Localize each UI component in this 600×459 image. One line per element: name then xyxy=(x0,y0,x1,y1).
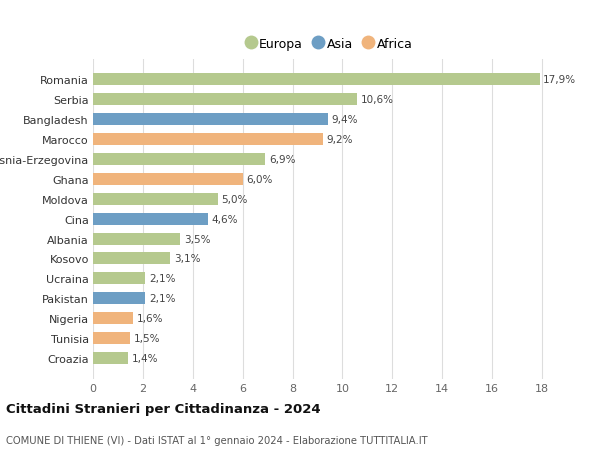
Bar xyxy=(93,293,145,305)
Text: 2,1%: 2,1% xyxy=(149,294,176,303)
Text: 2,1%: 2,1% xyxy=(149,274,176,284)
Text: 3,1%: 3,1% xyxy=(174,254,200,264)
Bar xyxy=(93,94,358,106)
Text: 6,0%: 6,0% xyxy=(247,174,273,185)
Bar xyxy=(93,352,128,364)
Bar xyxy=(93,213,208,225)
Bar xyxy=(93,273,145,285)
Text: 17,9%: 17,9% xyxy=(544,75,577,85)
Bar xyxy=(93,233,181,245)
Text: 1,5%: 1,5% xyxy=(134,333,161,343)
Text: 9,4%: 9,4% xyxy=(331,115,358,125)
Legend: Europa, Asia, Africa: Europa, Asia, Africa xyxy=(244,34,416,55)
Bar xyxy=(93,332,130,344)
Text: 1,4%: 1,4% xyxy=(131,353,158,363)
Text: COMUNE DI THIENE (VI) - Dati ISTAT al 1° gennaio 2024 - Elaborazione TUTTITALIA.: COMUNE DI THIENE (VI) - Dati ISTAT al 1°… xyxy=(6,435,428,445)
Bar xyxy=(93,174,242,185)
Bar xyxy=(93,253,170,265)
Bar xyxy=(93,154,265,166)
Text: 9,2%: 9,2% xyxy=(326,135,353,145)
Bar xyxy=(93,134,323,146)
Text: 10,6%: 10,6% xyxy=(361,95,394,105)
Text: 3,5%: 3,5% xyxy=(184,234,211,244)
Bar xyxy=(93,114,328,126)
Bar xyxy=(93,193,218,205)
Bar xyxy=(93,74,539,86)
Text: 5,0%: 5,0% xyxy=(221,194,248,204)
Text: 4,6%: 4,6% xyxy=(212,214,238,224)
Text: 6,9%: 6,9% xyxy=(269,155,295,165)
Text: Cittadini Stranieri per Cittadinanza - 2024: Cittadini Stranieri per Cittadinanza - 2… xyxy=(6,403,320,415)
Text: 1,6%: 1,6% xyxy=(137,313,163,324)
Bar xyxy=(93,313,133,325)
